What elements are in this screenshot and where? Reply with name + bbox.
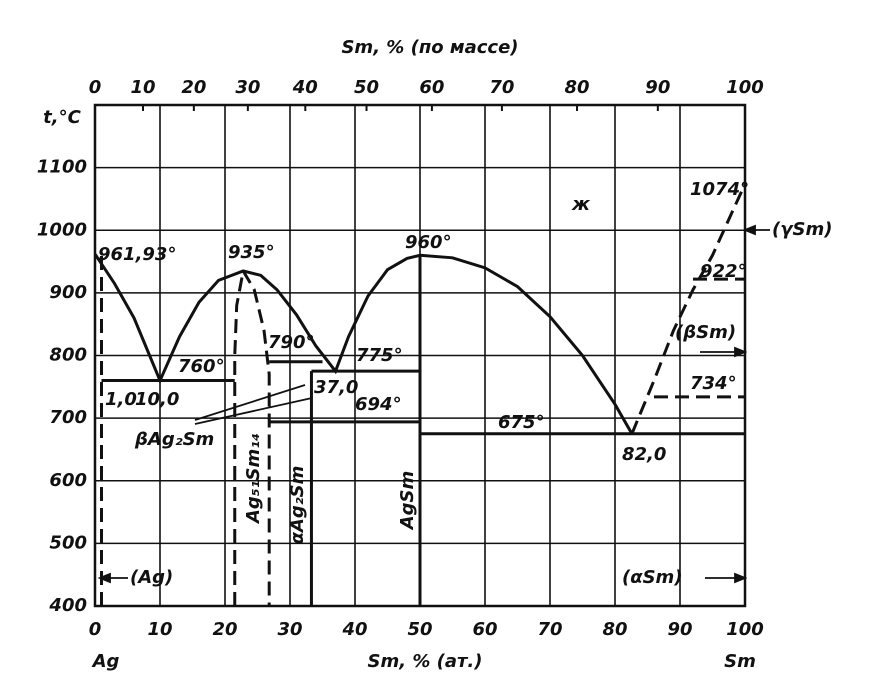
annotation: αAg₂Sm xyxy=(287,466,308,545)
x2-tick-label: 60 xyxy=(419,77,444,98)
x-tick-label: 0 xyxy=(89,619,102,640)
y-tick-label: 1100 xyxy=(37,157,87,178)
x-tick-label: 40 xyxy=(341,619,367,640)
annotation: 922° xyxy=(700,261,747,282)
annotation: AgSm xyxy=(397,471,418,532)
y-tick-label: 500 xyxy=(49,532,87,553)
annotation: 960° xyxy=(405,232,452,253)
annotation: 790° xyxy=(268,332,315,353)
y-tick-label: 900 xyxy=(49,282,87,303)
phase-boundary xyxy=(93,253,634,435)
x2-tick-label: 40 xyxy=(292,77,318,98)
x-tick-label: 30 xyxy=(277,619,302,640)
annotation: 775° xyxy=(356,345,403,366)
arrows xyxy=(97,224,770,584)
x-tick-label: 70 xyxy=(537,619,562,640)
y-tick-label: 800 xyxy=(49,345,87,366)
x2-tick-label: 10 xyxy=(130,77,155,98)
x2-tick-label: 80 xyxy=(564,77,589,98)
annotation: 1,0 xyxy=(105,389,137,410)
annotation: 37,0 xyxy=(314,377,358,398)
x2-tick-label: 50 xyxy=(354,77,379,98)
x2-tick-label: 20 xyxy=(181,77,206,98)
annotation: 1074° xyxy=(690,179,749,200)
annotation: (γSm) xyxy=(772,219,832,240)
annotation: (βSm) xyxy=(675,322,736,343)
x-tick-label: 60 xyxy=(472,619,497,640)
x2-tick-label: 0 xyxy=(89,77,102,98)
annotation: Ag₅₁Sm₁₄ xyxy=(243,433,264,525)
left-element: Ag xyxy=(91,651,120,672)
x-tick-label: 80 xyxy=(602,619,627,640)
x-axis-title: Sm, % (ат.) xyxy=(368,651,483,672)
annotation: βAg₂Sm xyxy=(134,429,214,450)
y-axis-title: t,°C xyxy=(43,107,81,128)
x-tick-label: 50 xyxy=(407,619,432,640)
x-tick-label: 90 xyxy=(667,619,692,640)
annotation: (αSm) xyxy=(622,567,683,588)
x2-axis-title: Sm, % (по массе) xyxy=(341,37,518,58)
annotation: 82,0 xyxy=(622,444,666,465)
annotation: 694° xyxy=(355,394,402,415)
y-tick-label: 400 xyxy=(48,595,87,616)
x2-tick-label: 100 xyxy=(726,77,764,98)
phase-boundary xyxy=(630,183,747,435)
phase-boundary xyxy=(241,270,271,606)
annotation: 935° xyxy=(228,242,275,263)
annotation: 760° xyxy=(178,356,225,377)
annotation: 734° xyxy=(690,373,737,394)
x2-tick-label: 30 xyxy=(235,77,260,98)
right-element: Sm xyxy=(724,651,756,672)
y-tick-label: 700 xyxy=(49,407,87,428)
annotation: 10,0 xyxy=(135,389,179,410)
x-tick-label: 100 xyxy=(726,619,764,640)
x-tick-label: 20 xyxy=(212,619,237,640)
phase-boundary xyxy=(233,270,245,606)
annotation: ж xyxy=(571,194,591,215)
x-tick-label: 10 xyxy=(147,619,172,640)
x2-tick-label: 70 xyxy=(489,77,514,98)
y-tick-label: 600 xyxy=(49,470,87,491)
y-tick-label: 1000 xyxy=(37,219,87,240)
annotation: 675° xyxy=(498,412,545,433)
x2-tick-label: 90 xyxy=(645,77,670,98)
annotation: 961,93° xyxy=(98,244,176,265)
annotation: (Ag) xyxy=(130,567,173,588)
